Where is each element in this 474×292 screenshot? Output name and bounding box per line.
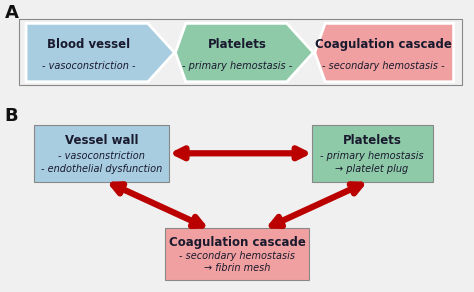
Text: Platelets: Platelets bbox=[343, 134, 401, 147]
FancyBboxPatch shape bbox=[34, 125, 169, 182]
Text: - primary hemostasis -: - primary hemostasis - bbox=[182, 61, 292, 71]
Text: - primary hemostasis: - primary hemostasis bbox=[320, 151, 424, 161]
Polygon shape bbox=[26, 23, 174, 82]
FancyBboxPatch shape bbox=[165, 228, 309, 280]
Text: - secondary hemostasis -: - secondary hemostasis - bbox=[322, 61, 445, 71]
Text: - vasoconstriction: - vasoconstriction bbox=[58, 151, 146, 161]
Text: Platelets: Platelets bbox=[208, 39, 267, 51]
Text: Coagulation cascade: Coagulation cascade bbox=[315, 39, 452, 51]
Text: Blood vessel: Blood vessel bbox=[47, 39, 130, 51]
Text: → platelet plug: → platelet plug bbox=[336, 164, 409, 174]
Text: Vessel wall: Vessel wall bbox=[65, 134, 139, 147]
FancyBboxPatch shape bbox=[311, 125, 432, 182]
Polygon shape bbox=[175, 23, 313, 82]
Text: → fibrin mesh: → fibrin mesh bbox=[204, 263, 270, 273]
Text: A: A bbox=[5, 4, 18, 22]
Text: - endothelial dysfunction: - endothelial dysfunction bbox=[41, 164, 163, 174]
Polygon shape bbox=[315, 23, 454, 82]
Text: - vasoconstriction -: - vasoconstriction - bbox=[42, 61, 136, 71]
Text: Coagulation cascade: Coagulation cascade bbox=[169, 236, 305, 249]
Text: B: B bbox=[5, 107, 18, 125]
Text: - secondary hemostasis: - secondary hemostasis bbox=[179, 251, 295, 261]
